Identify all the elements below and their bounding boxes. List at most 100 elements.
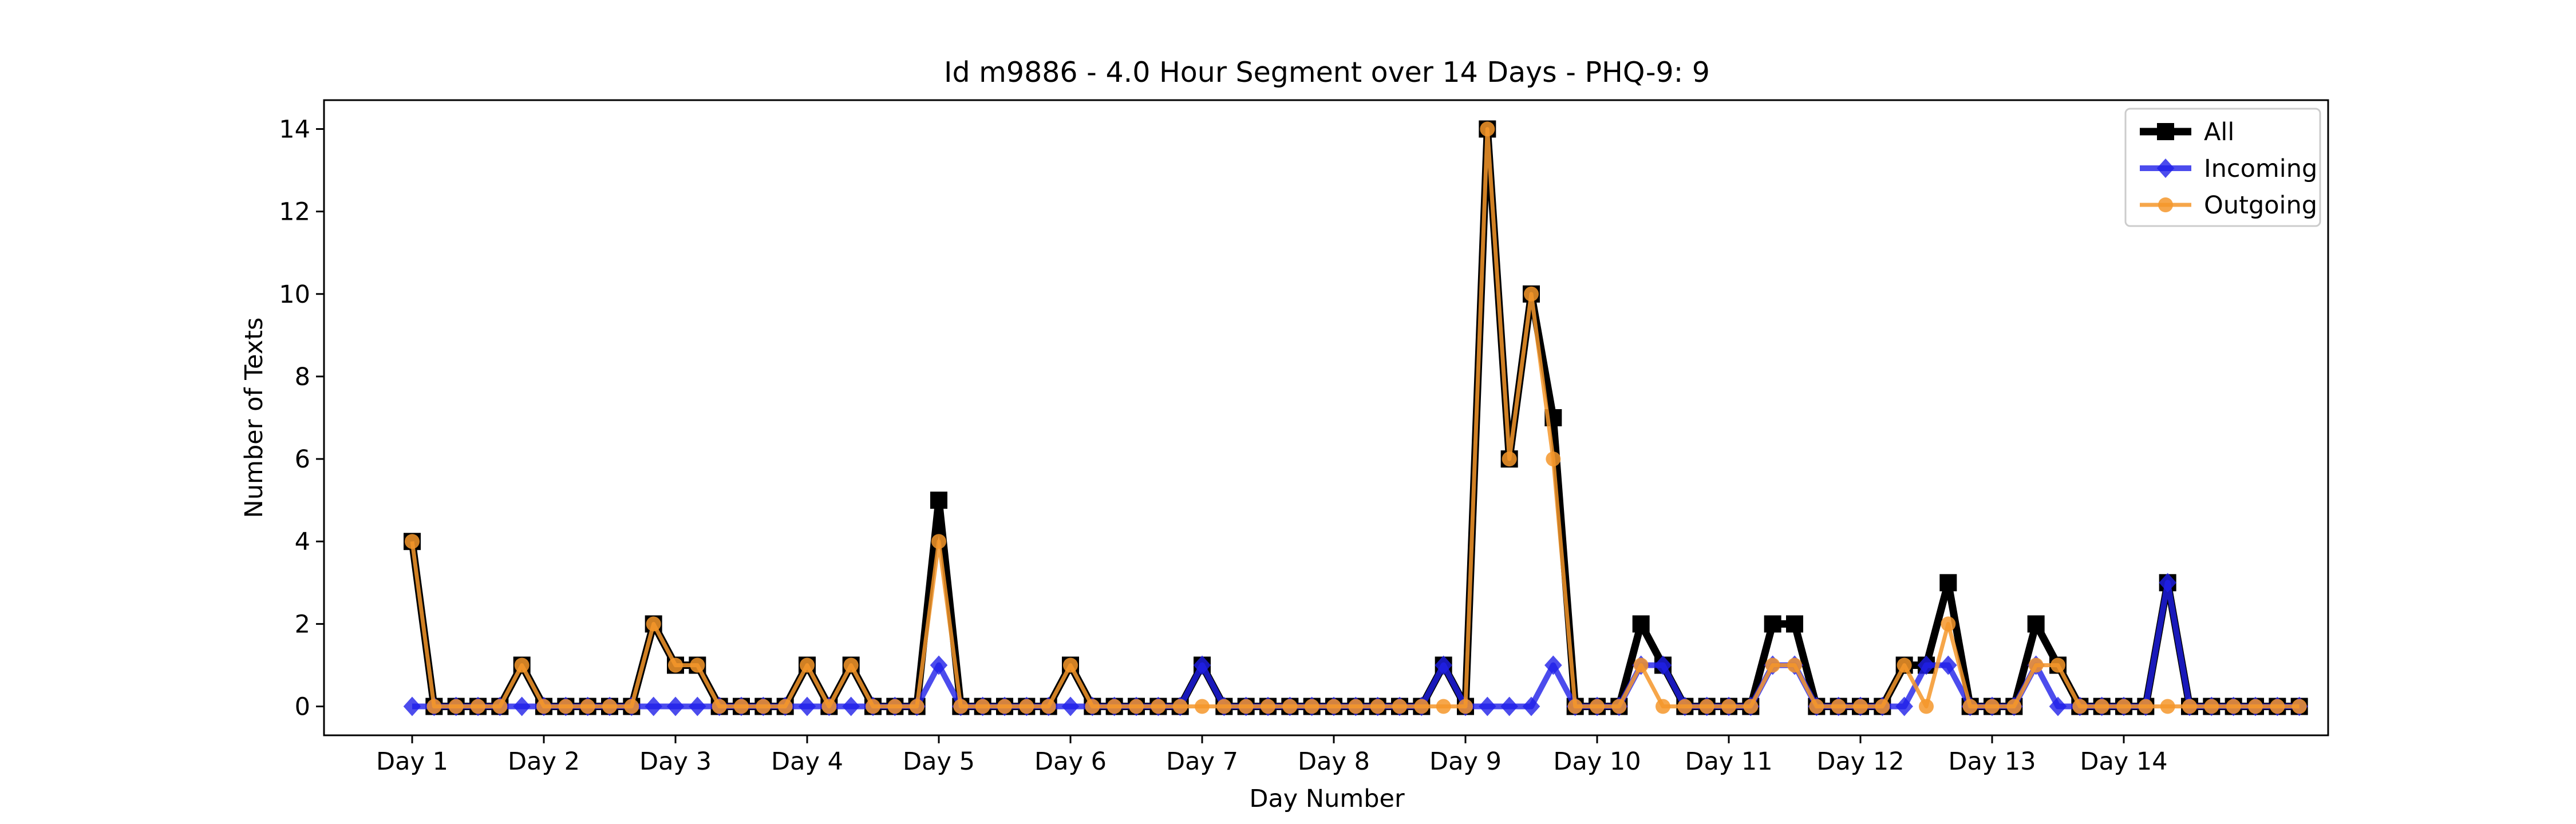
- data-point-incoming: [513, 696, 531, 716]
- data-point-outgoing: [1129, 699, 1144, 714]
- axes-layer: 0 2 4 6 8 10 12 14 Day 1 Day 2 Day 3 Day 4 Day 5 Day …: [279, 115, 2167, 776]
- data-point-incoming: [1061, 696, 1080, 716]
- x-tick-label: Day 9: [1429, 747, 1502, 776]
- x-tick-label: Day 14: [2080, 747, 2167, 776]
- legend-marker-incoming: [2156, 159, 2175, 178]
- data-point-outgoing: [1656, 699, 1670, 714]
- data-point-outgoing: [866, 699, 880, 714]
- data-point-outgoing: [2270, 699, 2285, 714]
- legend-label-incoming: Incoming: [2204, 154, 2317, 183]
- data-point-outgoing: [1392, 699, 1407, 714]
- data-point-outgoing: [1941, 616, 1956, 632]
- data-point-outgoing: [1151, 699, 1166, 714]
- data-point-outgoing: [887, 699, 903, 714]
- data-point-outgoing: [668, 657, 683, 673]
- data-point-outgoing: [909, 699, 924, 714]
- y-tick-label: 8: [295, 363, 310, 391]
- data-point-outgoing: [1063, 657, 1078, 673]
- data-point-outgoing: [1195, 699, 1210, 714]
- data-point-incoming: [1654, 655, 1672, 675]
- data-point-outgoing: [492, 699, 508, 714]
- data-point-outgoing: [2072, 699, 2088, 714]
- data-point-outgoing: [558, 699, 574, 714]
- legend: All Incoming Outgoing: [2124, 108, 2321, 227]
- data-point-all: [1632, 615, 1650, 633]
- data-point-outgoing: [1282, 699, 1298, 714]
- y-tick-label: 0: [295, 693, 310, 722]
- data-point-outgoing: [1809, 699, 1824, 714]
- data-point-outgoing: [734, 699, 749, 714]
- data-point-outgoing: [2028, 657, 2044, 673]
- data-point-incoming: [1895, 696, 1913, 716]
- plot-area: [323, 99, 2329, 736]
- y-tick-label: 4: [295, 528, 310, 556]
- data-point-incoming: [930, 655, 948, 675]
- data-point-incoming: [1435, 655, 1452, 675]
- data-point-outgoing: [1370, 699, 1385, 714]
- y-tick-label: 12: [279, 198, 310, 227]
- data-point-outgoing: [2006, 699, 2022, 714]
- data-point-outgoing: [2226, 699, 2241, 714]
- data-point-outgoing: [1172, 699, 1188, 714]
- data-point-outgoing: [1238, 699, 1254, 714]
- data-point-outgoing: [1962, 699, 1978, 714]
- data-point-outgoing: [1831, 699, 1846, 714]
- data-point-incoming: [645, 696, 662, 716]
- data-point-outgoing: [1633, 657, 1649, 673]
- legend-label-outgoing: Outgoing: [2204, 191, 2317, 220]
- series-layer: [403, 120, 2308, 716]
- data-point-outgoing: [1677, 699, 1693, 714]
- data-point-outgoing: [2050, 657, 2065, 673]
- data-point-outgoing: [2204, 699, 2219, 714]
- data-point-outgoing: [1502, 451, 1517, 467]
- y-tick-label: 6: [295, 445, 310, 474]
- y-tick-label: 2: [295, 610, 310, 639]
- data-point-outgoing: [646, 616, 661, 632]
- x-tick-label: Day 3: [639, 747, 712, 776]
- y-axis-label: Number of Texts: [240, 318, 268, 518]
- data-point-outgoing: [2248, 699, 2263, 714]
- x-tick-label: Day 7: [1166, 747, 1238, 776]
- x-tick-label: Day 5: [903, 747, 975, 776]
- data-point-outgoing: [1919, 699, 1934, 714]
- data-point-outgoing: [1590, 699, 1605, 714]
- data-point-incoming: [666, 696, 685, 716]
- data-point-outgoing: [975, 699, 990, 714]
- data-point-outgoing: [471, 699, 485, 714]
- data-point-outgoing: [624, 699, 639, 714]
- data-point-incoming: [1522, 696, 1540, 716]
- data-point-all: [2027, 615, 2045, 633]
- data-point-outgoing: [1524, 286, 1539, 302]
- data-point-outgoing: [536, 699, 551, 714]
- x-tick-label: Day 6: [1034, 747, 1107, 776]
- legend-marker-outgoing: [2158, 197, 2173, 212]
- data-point-outgoing: [1414, 699, 1429, 714]
- data-point-all: [930, 492, 947, 509]
- data-point-incoming: [2159, 573, 2176, 593]
- data-point-outgoing: [690, 657, 705, 673]
- data-point-outgoing: [2094, 699, 2109, 714]
- data-point-incoming: [1939, 655, 1957, 675]
- data-point-outgoing: [602, 699, 617, 714]
- data-point-outgoing: [2116, 699, 2131, 714]
- y-tick-label: 10: [279, 280, 310, 309]
- data-point-outgoing: [1765, 657, 1780, 673]
- data-point-outgoing: [1261, 699, 1275, 714]
- data-point-outgoing: [1897, 657, 1912, 673]
- data-point-outgoing: [580, 699, 595, 714]
- data-point-outgoing: [2182, 699, 2197, 714]
- data-point-outgoing: [1699, 699, 1714, 714]
- data-point-outgoing: [953, 699, 969, 714]
- data-point-outgoing: [777, 699, 793, 714]
- data-point-outgoing: [843, 657, 859, 673]
- data-point-outgoing: [1304, 699, 1319, 714]
- data-point-outgoing: [1041, 699, 1056, 714]
- data-point-outgoing: [1611, 699, 1627, 714]
- data-point-outgoing: [448, 699, 464, 714]
- data-point-incoming: [1193, 655, 1211, 675]
- data-point-outgoing: [1216, 699, 1232, 714]
- data-point-all: [1786, 615, 1803, 633]
- data-point-outgoing: [514, 657, 530, 673]
- x-tick-label: Day 11: [1685, 747, 1772, 776]
